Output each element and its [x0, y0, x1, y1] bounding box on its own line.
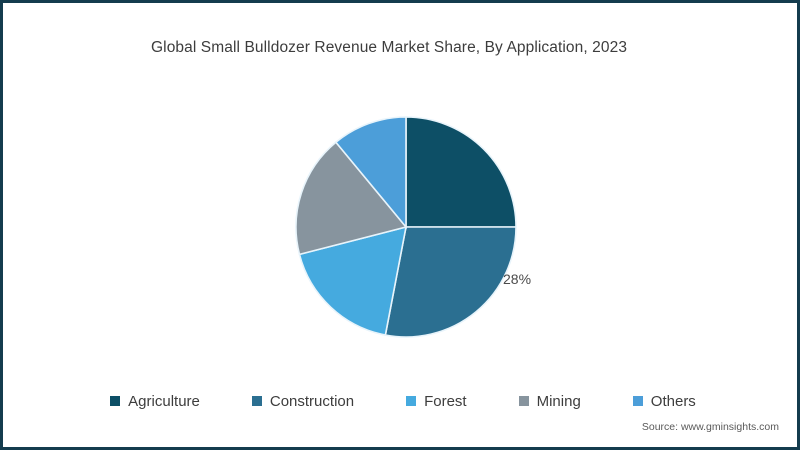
legend-item-label: Forest	[424, 392, 467, 410]
pie-slice-others	[334, 116, 407, 230]
slice-data-label-construction: 28%	[503, 271, 532, 287]
legend-item-label: Others	[650, 392, 696, 410]
legend-item-mining[interactable]: Mining	[518, 392, 581, 410]
legend-swatch-icon	[518, 396, 529, 406]
legend-item-others[interactable]: Others	[632, 392, 696, 410]
pie-slice-group	[295, 116, 517, 338]
legend-item-agriculture[interactable]: Agriculture	[110, 393, 200, 410]
legend-item-label: Construction	[269, 392, 355, 410]
pie-chart-svg	[295, 116, 517, 338]
legend-item-construction[interactable]: Construction	[251, 392, 355, 410]
legend-swatch-icon	[251, 396, 262, 406]
page-title: Global Small Bulldozer Revenue Market Sh…	[151, 39, 628, 56]
legend-swatch-icon	[406, 396, 417, 406]
pie-slice-construction	[384, 226, 517, 338]
pie-slice-mining	[295, 141, 408, 256]
source-attribution: Source: www.gminsights.com	[641, 421, 779, 433]
legend-swatch-icon	[110, 396, 121, 406]
legend-item-forest[interactable]: Forest	[406, 393, 467, 410]
pie-slice-agriculture	[405, 116, 517, 228]
legend-swatch-icon	[632, 396, 643, 406]
pie-slice-forest	[298, 225, 408, 336]
chart-legend: Agriculture Construction Forest Mining Other…	[3, 389, 800, 413]
legend-item-label: Mining	[536, 392, 581, 410]
legend-item-label: Agriculture	[128, 392, 200, 410]
pie-chart	[3, 3, 800, 453]
